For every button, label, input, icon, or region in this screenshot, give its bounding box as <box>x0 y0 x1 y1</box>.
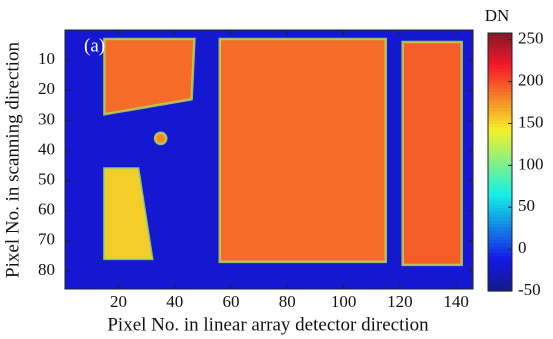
colorbar-label: DN <box>485 6 510 25</box>
panel-label: (a) <box>84 35 105 56</box>
y-tick-label: 40 <box>38 139 55 158</box>
y-tick-label: 50 <box>38 169 55 188</box>
x-tick-label: 140 <box>443 292 469 311</box>
y-tick-label: 10 <box>38 49 55 68</box>
colorbar-tick-label: 100 <box>518 154 544 173</box>
colorbar-segment <box>488 33 512 37</box>
y-tick-label: 80 <box>38 260 55 279</box>
heatmap-region <box>403 42 462 265</box>
colorbar-tick-label: 200 <box>518 70 544 89</box>
y-tick-label: 70 <box>38 230 55 249</box>
x-axis-label: Pixel No. in linear array detector direc… <box>107 314 429 335</box>
y-tick-label: 20 <box>38 79 55 98</box>
x-tick-label: 60 <box>223 292 240 311</box>
heatmap-region <box>155 133 166 144</box>
colorbar-tick-label: 250 <box>518 29 544 48</box>
y-tick-label: 30 <box>38 109 55 128</box>
heatmap-region <box>220 39 386 262</box>
x-tick-label: 40 <box>166 292 183 311</box>
colorbar-tick-label: -50 <box>518 280 541 299</box>
colorbar-tick-label: 0 <box>518 238 527 257</box>
x-tick-label: 20 <box>110 292 127 311</box>
x-tick-label: 100 <box>331 292 357 311</box>
colorbar-tick-label: 150 <box>518 112 544 131</box>
x-tick-label: 80 <box>279 292 296 311</box>
chart: Pixel No. in linear array detector direc… <box>0 0 553 339</box>
y-axis-label: Pixel No. in scanning direction <box>2 42 23 278</box>
y-tick-label: 60 <box>38 200 55 219</box>
x-tick-label: 120 <box>387 292 413 311</box>
colorbar-tick-label: 50 <box>518 196 535 215</box>
